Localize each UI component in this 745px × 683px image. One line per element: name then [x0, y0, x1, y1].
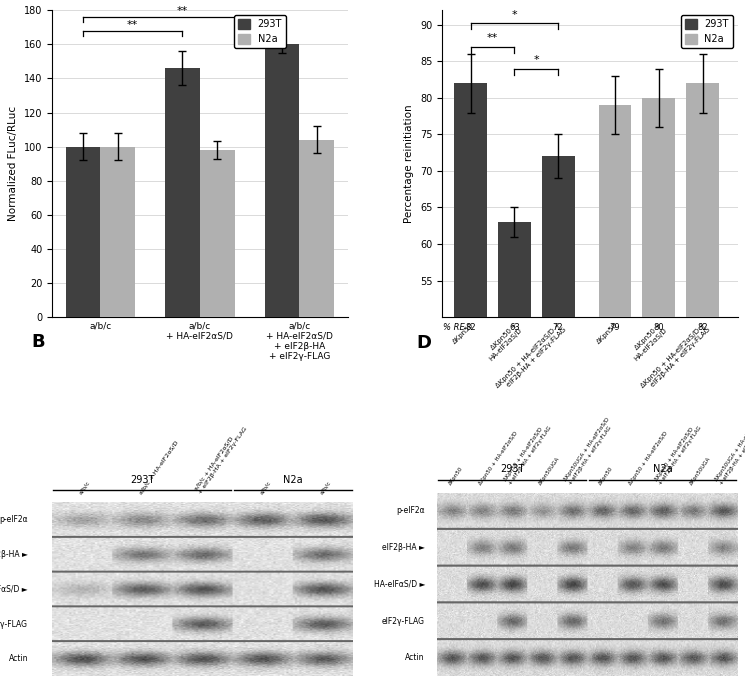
Text: ΔKpn50 + HA-eIF2αS/D
+ eIF2β-HA + eIF2γ-FLAG: ΔKpn50 + HA-eIF2αS/D + eIF2β-HA + eIF2γ-… — [653, 421, 703, 486]
Text: 80: 80 — [653, 323, 664, 332]
Text: *: * — [512, 10, 517, 20]
Text: ΔKpn50UGA: ΔKpn50UGA — [538, 456, 561, 486]
Bar — [686, 83, 719, 682]
Text: B: B — [31, 333, 45, 350]
Bar — [165, 68, 200, 317]
Text: ΔKpn50: ΔKpn50 — [448, 465, 464, 486]
Text: **: ** — [127, 20, 139, 30]
Bar — [299, 140, 335, 317]
Text: A-eIFαS/D ►: A-eIFαS/D ► — [0, 585, 28, 594]
Text: a/b/c: a/b/c — [259, 479, 271, 495]
Bar — [642, 98, 675, 682]
Bar — [454, 83, 487, 682]
Bar — [66, 147, 101, 317]
Text: ΔKpn50 + HA-eIF2αS/D
+ eIF2β-HA + eIF2γ-FLAG: ΔKpn50 + HA-eIF2αS/D + eIF2β-HA + eIF2γ-… — [503, 421, 553, 486]
Text: 82: 82 — [697, 323, 708, 332]
Text: a/b/c + HA-eIF2αS/D: a/b/c + HA-eIF2αS/D — [139, 439, 180, 495]
Legend: 293T, N2a: 293T, N2a — [234, 15, 286, 48]
Text: 293T: 293T — [500, 464, 524, 474]
Bar — [200, 150, 235, 317]
Text: % RE: % RE — [443, 323, 465, 332]
Text: eIF2γ-FLAG: eIF2γ-FLAG — [0, 619, 28, 628]
Text: eIF2β-HA ►: eIF2β-HA ► — [382, 543, 425, 552]
Text: a/b/c: a/b/c — [78, 479, 91, 495]
Text: *: * — [533, 55, 539, 65]
Text: 79: 79 — [609, 323, 621, 332]
Text: a/b/c: a/b/c — [319, 479, 332, 495]
Text: eIF2β-HA ►: eIF2β-HA ► — [0, 550, 28, 559]
Text: ΔKpn50 + HA-eIF2αS/D: ΔKpn50 + HA-eIF2αS/D — [478, 430, 519, 486]
Text: ΔKpn50UGA + HA-eIF2αS/D
+ eIF2β-HA + eIF2γ-FLAG: ΔKpn50UGA + HA-eIF2αS/D + eIF2β-HA + eIF… — [563, 417, 616, 486]
Text: Actin: Actin — [405, 654, 425, 663]
Text: **: ** — [486, 33, 498, 43]
Text: HA-eIFαS/D ►: HA-eIFαS/D ► — [373, 580, 425, 589]
Text: p-eIF2α: p-eIF2α — [396, 506, 425, 516]
Text: p-eIF2α: p-eIF2α — [0, 515, 28, 525]
Text: Actin: Actin — [9, 654, 28, 663]
Text: ΔKpn50UGA: ΔKpn50UGA — [688, 456, 711, 486]
Text: ΔKpn50UGA + HA-eIF2αS/D
+ eIF2β-HA + eIF2γ-FLAG: ΔKpn50UGA + HA-eIF2αS/D + eIF2β-HA + eIF… — [714, 417, 745, 486]
Text: a/b/c + HA-eIF2αS/D
+ eIF2β-HA + eIF2γ-FLAG: a/b/c + HA-eIF2αS/D + eIF2β-HA + eIF2γ-F… — [194, 423, 249, 495]
Bar — [542, 156, 574, 682]
Text: 293T: 293T — [130, 475, 154, 485]
Text: N2a: N2a — [283, 475, 302, 485]
Y-axis label: Normalized FLuc/RLuc: Normalized FLuc/RLuc — [8, 106, 19, 221]
Bar — [101, 147, 135, 317]
Bar — [498, 222, 530, 682]
Text: D: D — [416, 334, 431, 352]
Text: N2a: N2a — [653, 464, 672, 474]
Legend: 293T, N2a: 293T, N2a — [681, 15, 732, 48]
Text: eIF2γ-FLAG: eIF2γ-FLAG — [382, 617, 425, 626]
Bar — [598, 105, 632, 682]
Text: ΔKpn50: ΔKpn50 — [598, 465, 615, 486]
Text: 72: 72 — [553, 323, 563, 332]
Text: 82: 82 — [466, 323, 476, 332]
Y-axis label: Percentage reinitiation: Percentage reinitiation — [405, 104, 414, 223]
Text: ΔKpn50 + HA-eIF2αS/D: ΔKpn50 + HA-eIF2αS/D — [628, 430, 669, 486]
Text: **: ** — [177, 6, 188, 16]
Text: 63: 63 — [509, 323, 520, 332]
Bar — [264, 44, 299, 317]
